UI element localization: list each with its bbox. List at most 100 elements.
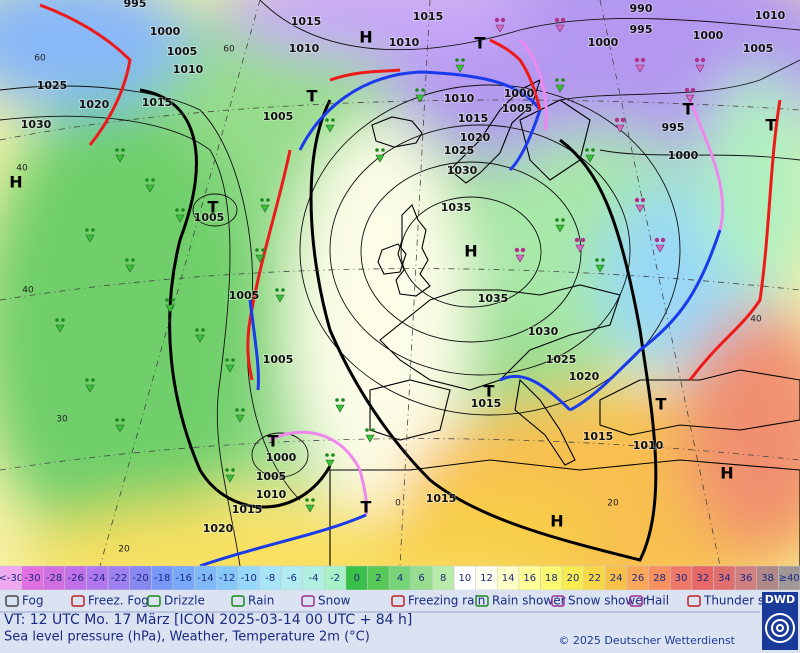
pressure-center: T bbox=[268, 432, 279, 451]
isobar-label: 1030 bbox=[21, 118, 52, 131]
snow-symbol bbox=[620, 117, 626, 123]
weather-icon bbox=[687, 595, 701, 607]
isotherm-label: 30 bbox=[56, 415, 68, 425]
weather-label: Rain shower bbox=[492, 594, 566, 608]
pressure-center: T bbox=[683, 100, 694, 119]
isobar-label: 995 bbox=[662, 121, 685, 134]
rain-symbol bbox=[325, 118, 329, 122]
shower-symbol bbox=[455, 64, 465, 73]
isobar-label: 1000 bbox=[668, 149, 699, 162]
rain-symbol bbox=[375, 148, 379, 152]
weather-label: Snow shower bbox=[568, 594, 648, 608]
isobar-label: 1005 bbox=[263, 110, 294, 123]
isobar-label: 1000 bbox=[693, 29, 724, 42]
isobar-1015-bold bbox=[139, 88, 658, 562]
isobar-label: 1015 bbox=[426, 492, 457, 505]
scale-label: 8 bbox=[440, 573, 446, 584]
isotherm-label: 60 bbox=[34, 54, 46, 64]
isobar-label: 1015 bbox=[142, 96, 173, 109]
weather-legend: Fog Freez. Fog Drizzle Rain Snow Freezing rai… bbox=[5, 594, 793, 608]
rain-symbol bbox=[201, 328, 205, 332]
rain-symbol bbox=[91, 378, 95, 382]
isobar-label: 1025 bbox=[546, 353, 577, 366]
weather-icon bbox=[551, 595, 565, 607]
scale-label: 18 bbox=[545, 573, 558, 584]
isobar-label: 1000 bbox=[266, 451, 297, 464]
rain-symbol bbox=[601, 258, 605, 262]
isobar-label: 1010 bbox=[173, 63, 204, 76]
logo-swirl bbox=[765, 613, 795, 643]
snow-shower-symbol bbox=[635, 204, 645, 213]
scale-label: 36 bbox=[740, 573, 753, 584]
shower-symbol bbox=[115, 424, 125, 433]
pressure-center: H bbox=[720, 464, 733, 483]
shower-symbol bbox=[260, 204, 270, 213]
scale-label: <-30 bbox=[0, 573, 23, 584]
snow-shower-symbol bbox=[695, 64, 705, 73]
scale-label: 38 bbox=[761, 573, 774, 584]
graticule bbox=[0, 0, 800, 566]
snow-shower-symbol bbox=[555, 24, 565, 33]
pressure-center: T bbox=[361, 498, 372, 517]
rain-symbol bbox=[131, 258, 135, 262]
shower-symbol bbox=[145, 184, 155, 193]
scale-label: -10 bbox=[240, 573, 256, 584]
snow-shower-symbol bbox=[685, 94, 695, 103]
isobar-label: 1005 bbox=[263, 353, 294, 366]
isobar-label: 1005 bbox=[502, 102, 533, 115]
weather-symbols bbox=[55, 17, 706, 513]
shower-symbol bbox=[225, 364, 235, 373]
snow-symbol bbox=[494, 17, 500, 23]
scale-label: -12 bbox=[219, 573, 235, 584]
pressure-center: H bbox=[464, 242, 477, 261]
logo-text: DWD bbox=[765, 593, 795, 606]
rain-symbol bbox=[225, 468, 229, 472]
isotherm-label: 60 bbox=[223, 45, 235, 55]
pressure-center: T bbox=[484, 382, 495, 401]
scale-label: -22 bbox=[111, 573, 127, 584]
snow-symbol bbox=[614, 117, 620, 123]
shower-symbol bbox=[195, 334, 205, 343]
scale-label: -30 bbox=[24, 573, 40, 584]
isobar-label: 1000 bbox=[588, 36, 619, 49]
rain-symbol bbox=[175, 208, 179, 212]
scale-label: 28 bbox=[653, 573, 666, 584]
snow-symbol bbox=[554, 17, 560, 23]
rain-symbol bbox=[421, 88, 425, 92]
rain-symbol bbox=[241, 408, 245, 412]
snow-symbol bbox=[580, 237, 586, 243]
rain-symbol bbox=[235, 408, 239, 412]
isobar-label: 995 bbox=[630, 23, 653, 36]
rain-symbol bbox=[341, 398, 345, 402]
rain-symbol bbox=[181, 208, 185, 212]
shower-symbol bbox=[125, 264, 135, 273]
rain-symbol bbox=[171, 298, 175, 302]
scale-label: 24 bbox=[610, 573, 623, 584]
snow-symbol bbox=[654, 237, 660, 243]
weather-label: Fog bbox=[22, 594, 43, 608]
isobar-label: 1010 bbox=[256, 488, 287, 501]
temperature-scale: <-30 -30 -28 -26 -24 -22 -20 -18 -16 -14 -12 -10 -8-… bbox=[0, 565, 800, 591]
rain-symbol bbox=[325, 453, 329, 457]
isotherm-label: 40 bbox=[16, 164, 28, 174]
rain-symbol bbox=[371, 428, 375, 432]
footer-background bbox=[0, 590, 800, 653]
fronts bbox=[39, 3, 782, 566]
scale-label: 6 bbox=[418, 573, 424, 584]
shower-symbol bbox=[175, 214, 185, 223]
isotherm-label: 20 bbox=[118, 545, 130, 555]
rain-symbol bbox=[260, 198, 264, 202]
rain-symbol bbox=[555, 78, 559, 82]
shower-symbol bbox=[85, 384, 95, 393]
snow-shower-symbol bbox=[575, 244, 585, 253]
snow-symbol bbox=[640, 57, 646, 63]
scale-label: -2 bbox=[330, 573, 340, 584]
scale-label: ≥40 bbox=[779, 573, 800, 584]
weather-icon bbox=[475, 595, 489, 607]
scale-label: 0 bbox=[354, 573, 360, 584]
rain-symbol bbox=[561, 218, 565, 222]
valid-time: VT: 12 UTC Mo. 17 März [ICON 2025-03-14 … bbox=[4, 612, 412, 628]
snow-shower-symbol bbox=[615, 124, 625, 133]
